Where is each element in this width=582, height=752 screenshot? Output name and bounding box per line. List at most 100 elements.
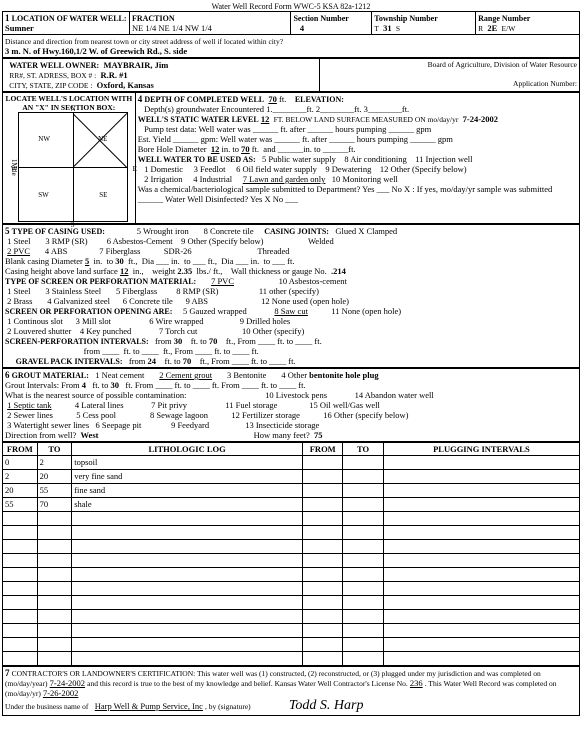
table-cell [343,568,383,582]
use-8: 8 Air conditioning [344,154,406,164]
c2-sel: 2 PVC [7,246,30,256]
ct2: 2 Sewer lines [7,410,53,420]
dir-label: Direction from well? [5,430,76,440]
dist-label2: How many feet? [254,430,310,440]
table-cell: 55 [37,484,72,498]
table-cell [383,582,579,596]
table-cell [303,512,343,526]
table-cell: 20 [37,470,72,484]
table-cell [3,652,38,666]
dist-value: 3 m. N. of Hwy.160,1/2 W. of Greewich Rd… [5,46,187,56]
c7: 7 Fiberglass [99,246,140,256]
owner-value: MAYBRAIR, Jim [103,60,168,70]
ct3: 3 Watertight sewer lines [7,420,89,430]
table-cell [383,526,579,540]
table-cell [343,652,383,666]
log-h-plug: PLUGGING INTERVALS [383,443,579,456]
dist-label: Distance and direction from nearest town… [5,37,283,46]
ct8: 8 Sewage lagoon [150,410,208,420]
o6: 6 Wire wrapped [149,316,203,326]
ct15: 15 Oil well/Gas well [309,400,380,410]
table-cell [343,456,383,470]
owner-label: WATER WELL OWNER: [9,61,99,70]
sp-title: SCREEN-PERFORATION INTERVALS: [5,337,149,346]
table-cell [383,554,579,568]
table-cell [37,554,72,568]
use-4: 4 Industrial [193,174,232,184]
g4: 4 Other [281,370,307,380]
board-text: Board of Agriculture, Division of Water … [322,60,577,69]
cert-biz: Harp Well & Pump Service, Inc [95,701,203,711]
ct13: 13 Insecticide storage [245,420,319,430]
table-cell [72,638,303,652]
table-cell [343,624,383,638]
table-cell [37,596,72,610]
table-cell [343,582,383,596]
table-row [3,568,580,582]
table-cell [303,624,343,638]
o11: 11 None (open hole) [331,306,401,316]
addr-value: R.R. #1 [100,70,127,80]
ct16: 16 Other (specify below) [323,410,408,420]
table-row [3,582,580,596]
table-cell [343,638,383,652]
appno-text: Application Number: [322,79,577,88]
county-label: LOCATION OF WATER WELL: [12,14,127,23]
locbox-label: LOCATE WELL'S LOCATION WITH AN "X" IN SE… [5,94,133,112]
table-cell [303,526,343,540]
table-cell [72,554,303,568]
depth-title: DEPTH OF COMPLETED WELL [144,95,264,104]
table-cell [303,540,343,554]
table-cell [72,568,303,582]
table-cell [3,540,38,554]
table-cell [72,652,303,666]
bore-label: Bore Hole Diameter [138,144,207,154]
table-cell [303,470,343,484]
table-row [3,652,580,666]
table-cell [3,554,38,568]
blank-to: 30 [115,256,124,266]
cas-height: 12 [120,266,129,276]
dir-value: West [81,430,99,440]
cert-sig: Todd S. Harp [289,698,364,713]
bore-d: 12 [211,144,220,154]
table-cell [72,582,303,596]
use-11: 11 Injection well [415,154,472,164]
sp-from: 30 [174,336,183,346]
table-cell: shale [72,498,303,512]
log-h-lith: LITHOLOGIC LOG [72,443,303,456]
static-value: 12 [261,114,270,124]
table-cell [37,638,72,652]
table-cell [383,638,579,652]
township-value: 31 [383,23,392,33]
use-6: 6 Oil field water supply [236,164,317,174]
j2: Welded [308,236,334,246]
table-row [3,624,580,638]
use-3: 3 Feedlot [194,164,226,174]
o3: 3 Mill slot [76,316,111,326]
township-label: Township Number [374,14,438,23]
city-label: CITY, STATE, ZIP CODE : [9,81,92,90]
o10: 10 Other (specify) [242,326,304,336]
c10: SDR-26 [164,246,192,256]
ct10: 10 Livestock pens [265,390,327,400]
elev-label: ELEVATION: [295,95,344,104]
table-cell [383,540,579,554]
table-row [3,540,580,554]
ct5: 5 Cess pool [76,410,116,420]
log-h-to: TO [37,443,72,456]
table-cell [303,484,343,498]
table-cell: 20 [3,484,38,498]
sp-to: 70 [209,336,218,346]
table-cell [37,512,72,526]
s7-sel: 7 PVC [211,276,234,286]
table-cell [343,512,383,526]
form-header: Water Well Record Form WWC-5 KSA 82a-121… [2,2,580,11]
table-cell [3,568,38,582]
s12: 12 None used (open hole) [261,296,349,306]
r-prefix: R [478,24,483,33]
cert-d2: 7-26-2002 [43,688,78,698]
use-12: 12 Other (Specify below) [380,164,467,174]
c4: 4 ABS [45,246,67,256]
g-other: bentonite hole plug [309,370,378,380]
